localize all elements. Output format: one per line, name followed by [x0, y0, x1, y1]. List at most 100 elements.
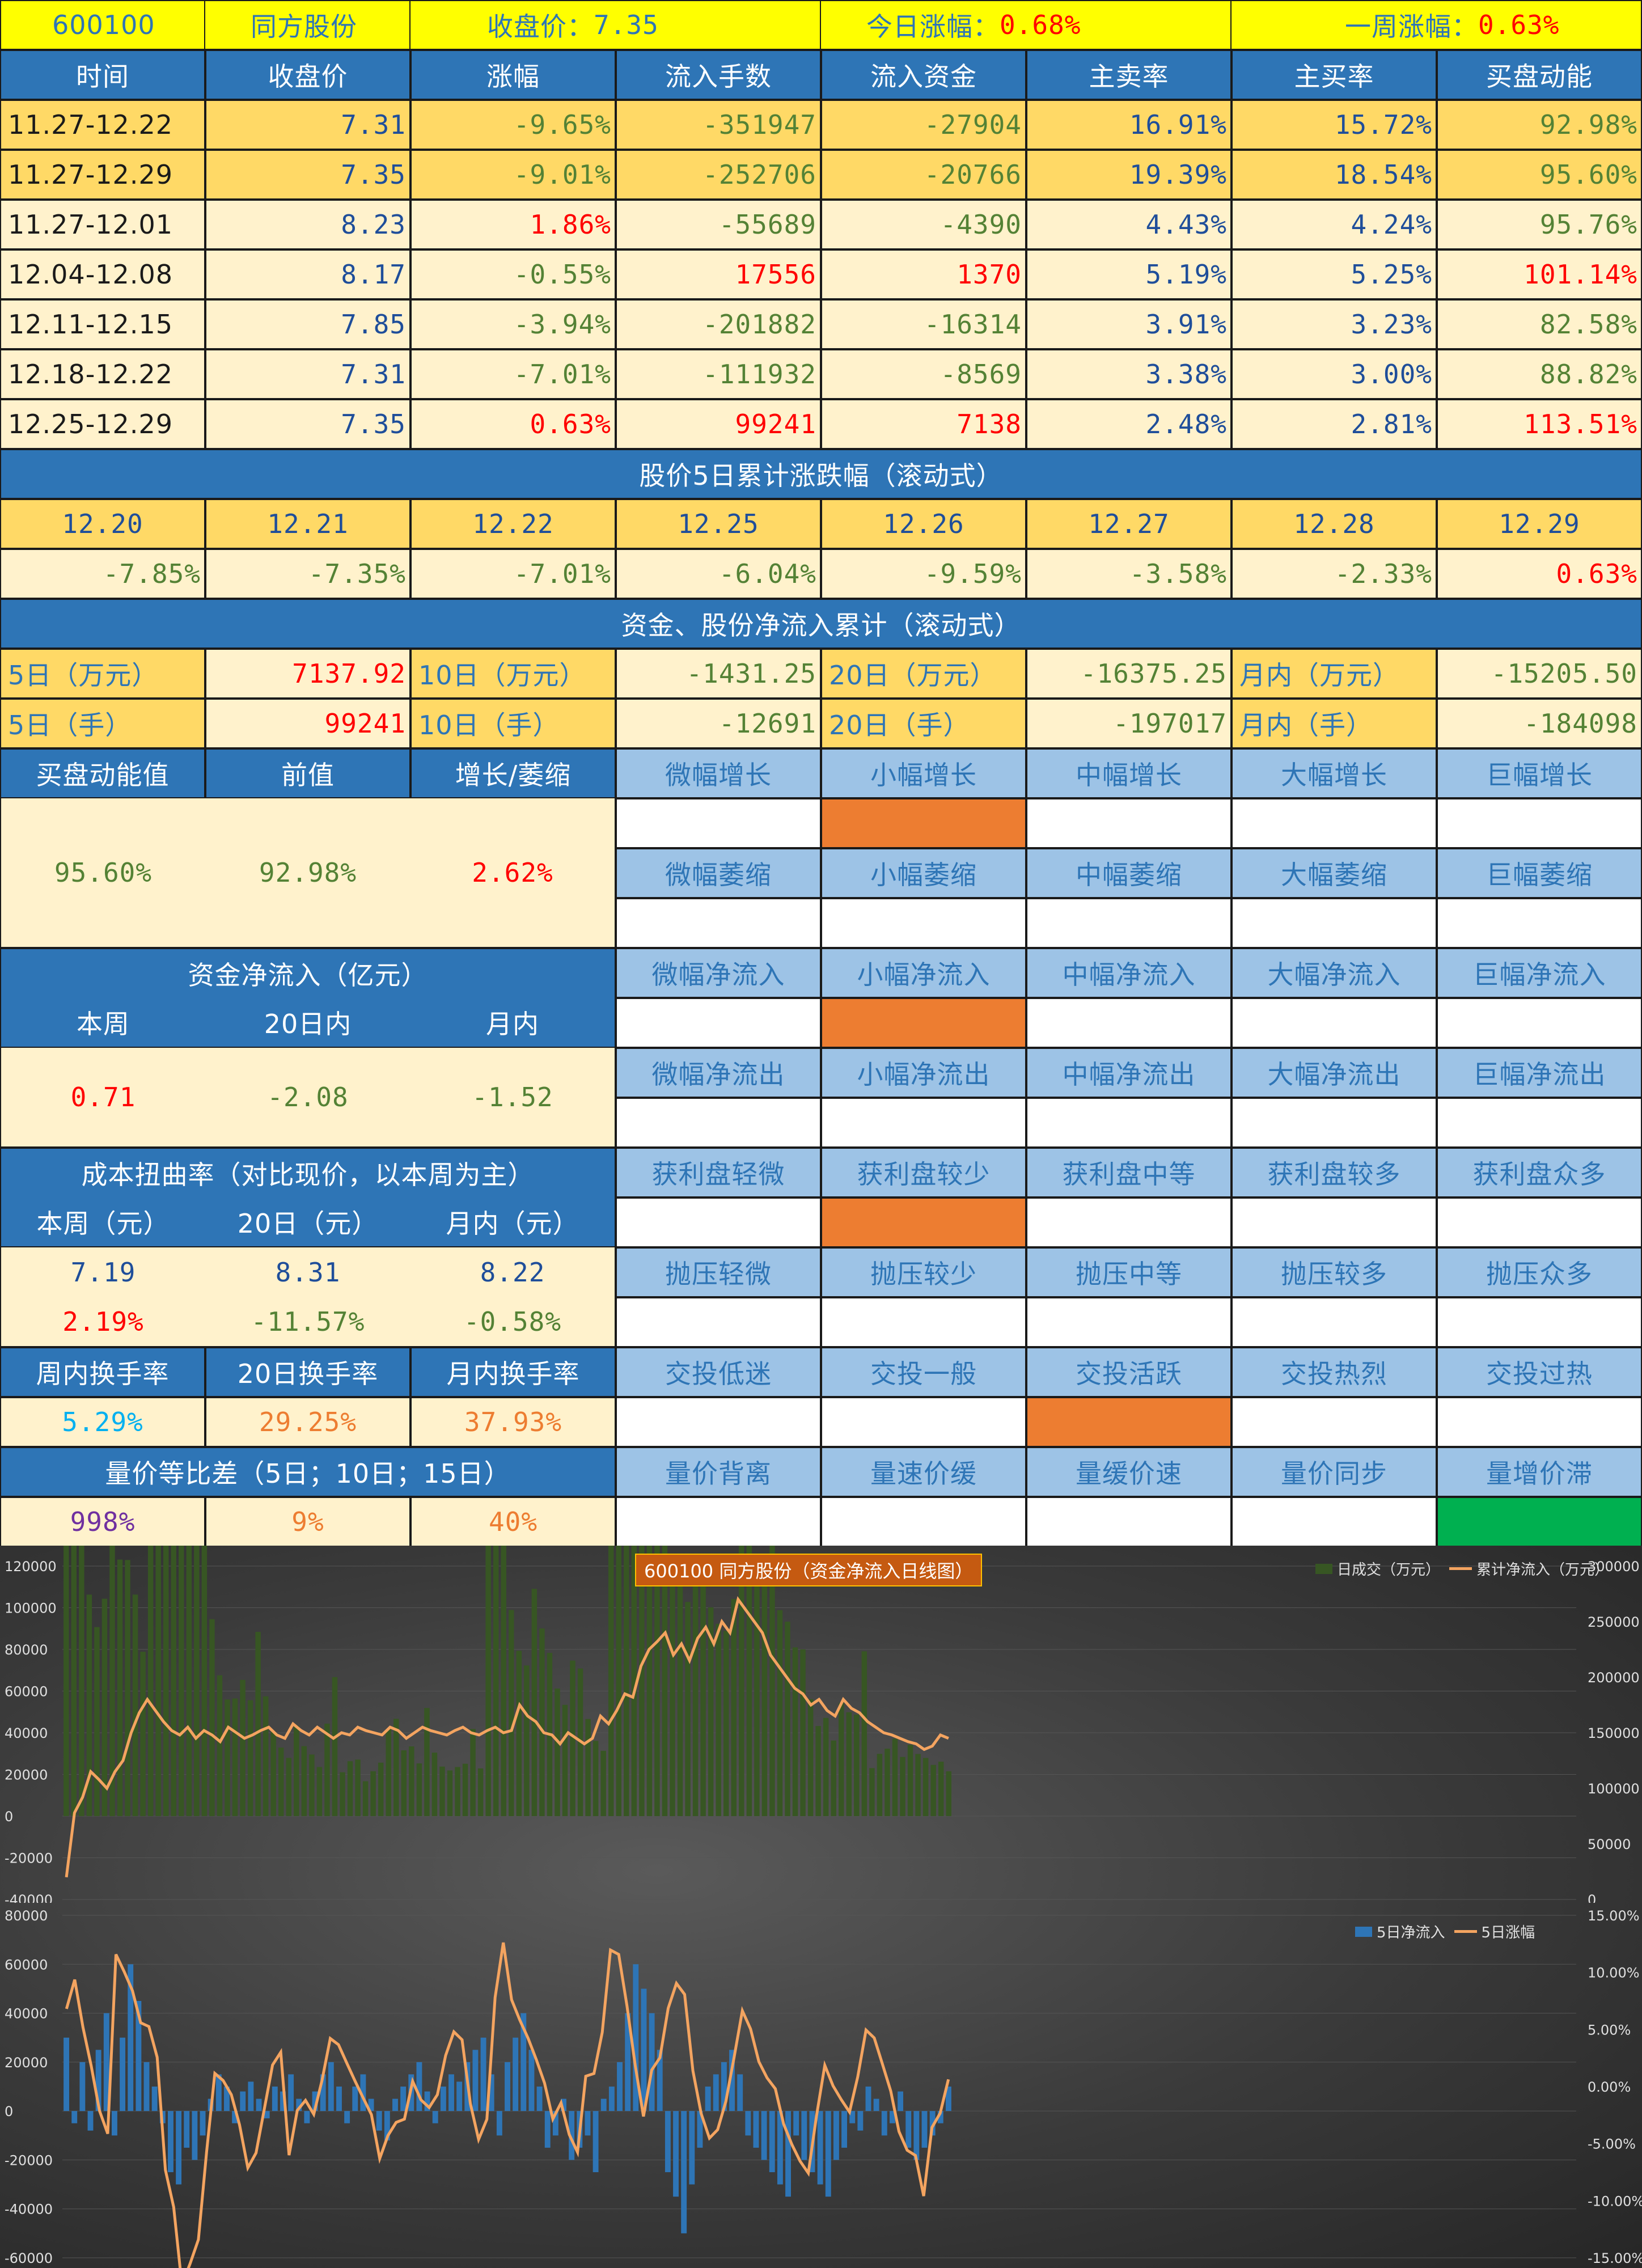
netflow-value: -16375.25 [1026, 649, 1232, 699]
momentum-level-grid: 微幅增长 小幅增长 中幅增长 大幅增长 巨幅增长 微幅萎缩 小幅萎缩 中幅萎缩 大幅萎缩 巨幅萎缩 [616, 748, 1642, 948]
bar [309, 1754, 315, 1816]
bar [109, 1546, 115, 1816]
level-indicator-active [821, 998, 1026, 1048]
level-indicator [1232, 798, 1437, 848]
bar [455, 1767, 460, 1816]
bar [217, 1675, 223, 1816]
today-label: 今日涨幅： [866, 11, 1000, 42]
netflow-title: 资金、股份净流入累计（滚动式） [0, 599, 1642, 649]
level-label: 抛压中等 [1026, 1247, 1232, 1297]
y-right-tick: 50000 [1588, 1837, 1631, 1852]
bar [209, 1619, 215, 1816]
cost-header: 本周（元） [0, 1198, 205, 1247]
bar [472, 2050, 479, 2112]
table-cell: 19.39% [1026, 150, 1232, 200]
y-right-tick: 100000 [1588, 1781, 1640, 1797]
level-indicator-row [616, 998, 1642, 1048]
bar [785, 1622, 790, 1816]
bar [440, 2087, 446, 2112]
table-row: 11.27-12.29 7.35 -9.01% -252706 -20766 19.39%… [0, 150, 1642, 200]
level-label: 大幅增长 [1232, 748, 1437, 798]
level-label: 获利盘较多 [1232, 1148, 1437, 1198]
bar [617, 2062, 623, 2112]
bar [945, 2087, 951, 2112]
col-header: 主卖率 [1026, 50, 1232, 100]
level-indicator [1437, 1198, 1642, 1247]
bar [324, 1723, 330, 1816]
level-indicator [1437, 998, 1642, 1048]
level-label: 大幅萎缩 [1232, 848, 1437, 898]
bar [136, 2001, 142, 2112]
table-cell: -9.01% [410, 150, 616, 200]
cost-week: 7.19 [0, 1247, 205, 1297]
level-indicator [616, 1497, 821, 1547]
table-row: 12.04-12.08 8.17 -0.55% 17556 1370 5.19% 5.25%… [0, 249, 1642, 299]
rolling5-date: 12.29 [1437, 499, 1642, 549]
chart1-title: 600100 同方股份（资金净流入日线图） [635, 1554, 983, 1586]
level-indicator [1232, 1198, 1437, 1247]
level-indicator [1232, 1397, 1437, 1447]
cost-month: 8.22 [410, 1247, 616, 1297]
bar [247, 1700, 253, 1816]
turnover-level-grid: 交投低迷 交投一般 交投活跃 交投热烈 交投过热 [616, 1347, 1642, 1447]
bar [708, 1607, 714, 1816]
bar [777, 2111, 783, 2185]
level-label: 抛压轻微 [616, 1247, 821, 1297]
bar [240, 2091, 246, 2112]
bar [729, 2050, 735, 2112]
bar [861, 1651, 867, 1816]
bar [616, 1546, 621, 1816]
turnover-block: 周内换手率 20日换手率 月内换手率 5.29% 29.25% 37.93% [0, 1347, 616, 1447]
volprice-title: 量价等比差（5日；10日；15日） [0, 1447, 616, 1497]
bar [633, 1964, 639, 2112]
level-label: 巨幅净流出 [1437, 1048, 1642, 1098]
level-indicator [1026, 1297, 1232, 1347]
level-indicator-active [821, 798, 1026, 848]
table-cell: -8569 [821, 349, 1026, 399]
bar [792, 1647, 798, 1816]
momentum-header: 买盘动能值 [0, 748, 205, 798]
bar [937, 2111, 943, 2123]
capital-header: 本周 [0, 998, 205, 1048]
bar [179, 1546, 184, 1816]
level-label-row: 量价背离 量速价缓 量缓价速 量价同步 量增价滞 [616, 1447, 1642, 1497]
week-value: 0.63% [1478, 10, 1560, 40]
cost-week-pct: 2.19% [0, 1297, 205, 1347]
bar [641, 1988, 647, 2112]
level-label: 获利盘轻微 [616, 1148, 821, 1198]
y-left-tick: -20000 [5, 2152, 53, 2168]
bar [555, 1689, 560, 1816]
bar [689, 2111, 695, 2185]
bar [516, 1651, 522, 1816]
bar [907, 1745, 913, 1816]
momentum-value: 95.60% [0, 798, 205, 948]
rolling5-date: 12.27 [1026, 499, 1232, 549]
turnover-month: 37.93% [410, 1397, 616, 1447]
level-label-row: 微幅增长 小幅增长 中幅增长 大幅增长 巨幅增长 [616, 748, 1642, 798]
table-cell: 18.54% [1232, 150, 1437, 200]
y-left-tick: 20000 [5, 2055, 48, 2071]
table-cell: 88.82% [1437, 349, 1642, 399]
bar [447, 1770, 453, 1816]
level-indicator [1232, 898, 1437, 948]
level-label: 大幅净流出 [1232, 1048, 1437, 1098]
bar [873, 2098, 879, 2112]
turnover-week: 5.29% [0, 1397, 205, 1447]
bar [721, 2062, 727, 2112]
rolling5-value: -3.58% [1026, 549, 1232, 599]
bar [654, 1546, 660, 1816]
table-cell: 3.91% [1026, 299, 1232, 349]
bar [731, 1599, 737, 1816]
bar [593, 2111, 599, 2172]
bar [344, 2111, 350, 2123]
bar [825, 2111, 831, 2197]
bar [79, 2062, 86, 2112]
bar [256, 2098, 262, 2112]
bar [393, 1719, 399, 1816]
table-cell: 12.18-12.22 [0, 349, 205, 399]
level-label: 小幅增长 [821, 748, 1026, 798]
y-right-tick: 250000 [1588, 1614, 1640, 1630]
y-left-tick: 40000 [5, 1725, 48, 1741]
netflow-row-amount: 5日（万元） 7137.92 10日（万元） -1431.25 20日（万元） -1637… [0, 649, 1642, 699]
bar [368, 2098, 374, 2112]
